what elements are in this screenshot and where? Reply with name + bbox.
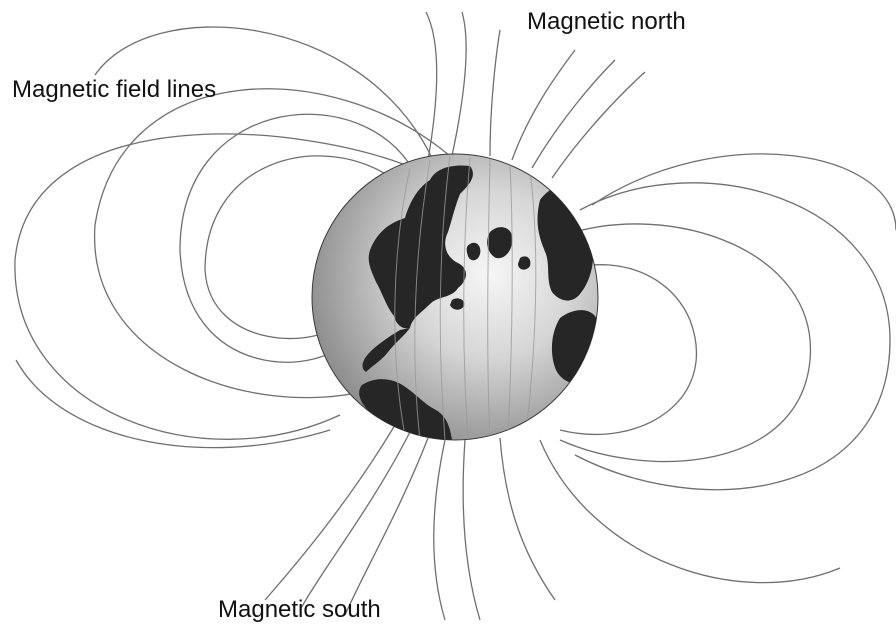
field-line-north-4 xyxy=(511,49,576,161)
field-line-north-2 xyxy=(451,11,467,157)
field-line-north-6 xyxy=(551,71,646,179)
field-line-left-far xyxy=(14,133,419,440)
field-line-north-5 xyxy=(531,59,616,169)
earth-globe xyxy=(311,153,599,441)
field-line-right-lower xyxy=(539,439,841,584)
island-shape xyxy=(466,242,481,261)
magnetic-north-label: Magnetic north xyxy=(527,8,686,35)
small-island-2 xyxy=(450,298,465,310)
continents xyxy=(359,165,598,440)
field-line-right-outer xyxy=(574,182,891,491)
field-line-left-lower xyxy=(15,359,331,449)
field-line-north-1 xyxy=(425,11,438,161)
field-line-south-2 xyxy=(299,431,411,611)
globe-field-lines xyxy=(394,155,537,440)
field-line-right-far xyxy=(591,153,896,231)
field-line-left-inner xyxy=(179,113,409,363)
magnetic-field-lines xyxy=(14,11,896,621)
field-line-south-1 xyxy=(264,424,396,601)
field-line-north-3 xyxy=(489,29,501,157)
field-line-south-5 xyxy=(462,439,481,621)
field-lines-label: Magnetic field lines xyxy=(12,76,217,103)
field-line-south-6 xyxy=(499,437,556,601)
africa-shape xyxy=(551,310,598,384)
field-line-left-mid xyxy=(94,88,451,399)
magnetic-south-label: Magnetic south xyxy=(218,596,381,623)
small-island-1 xyxy=(518,256,531,270)
field-line-south-4 xyxy=(433,439,446,621)
greenland-shape xyxy=(487,227,513,259)
central-america-shape xyxy=(362,328,410,372)
field-line-left-outer xyxy=(94,26,433,159)
north-america-shape xyxy=(368,165,473,329)
field-line-right-mid xyxy=(559,223,811,463)
field-line-left-small xyxy=(204,155,393,340)
field-line-south-3 xyxy=(344,437,429,616)
